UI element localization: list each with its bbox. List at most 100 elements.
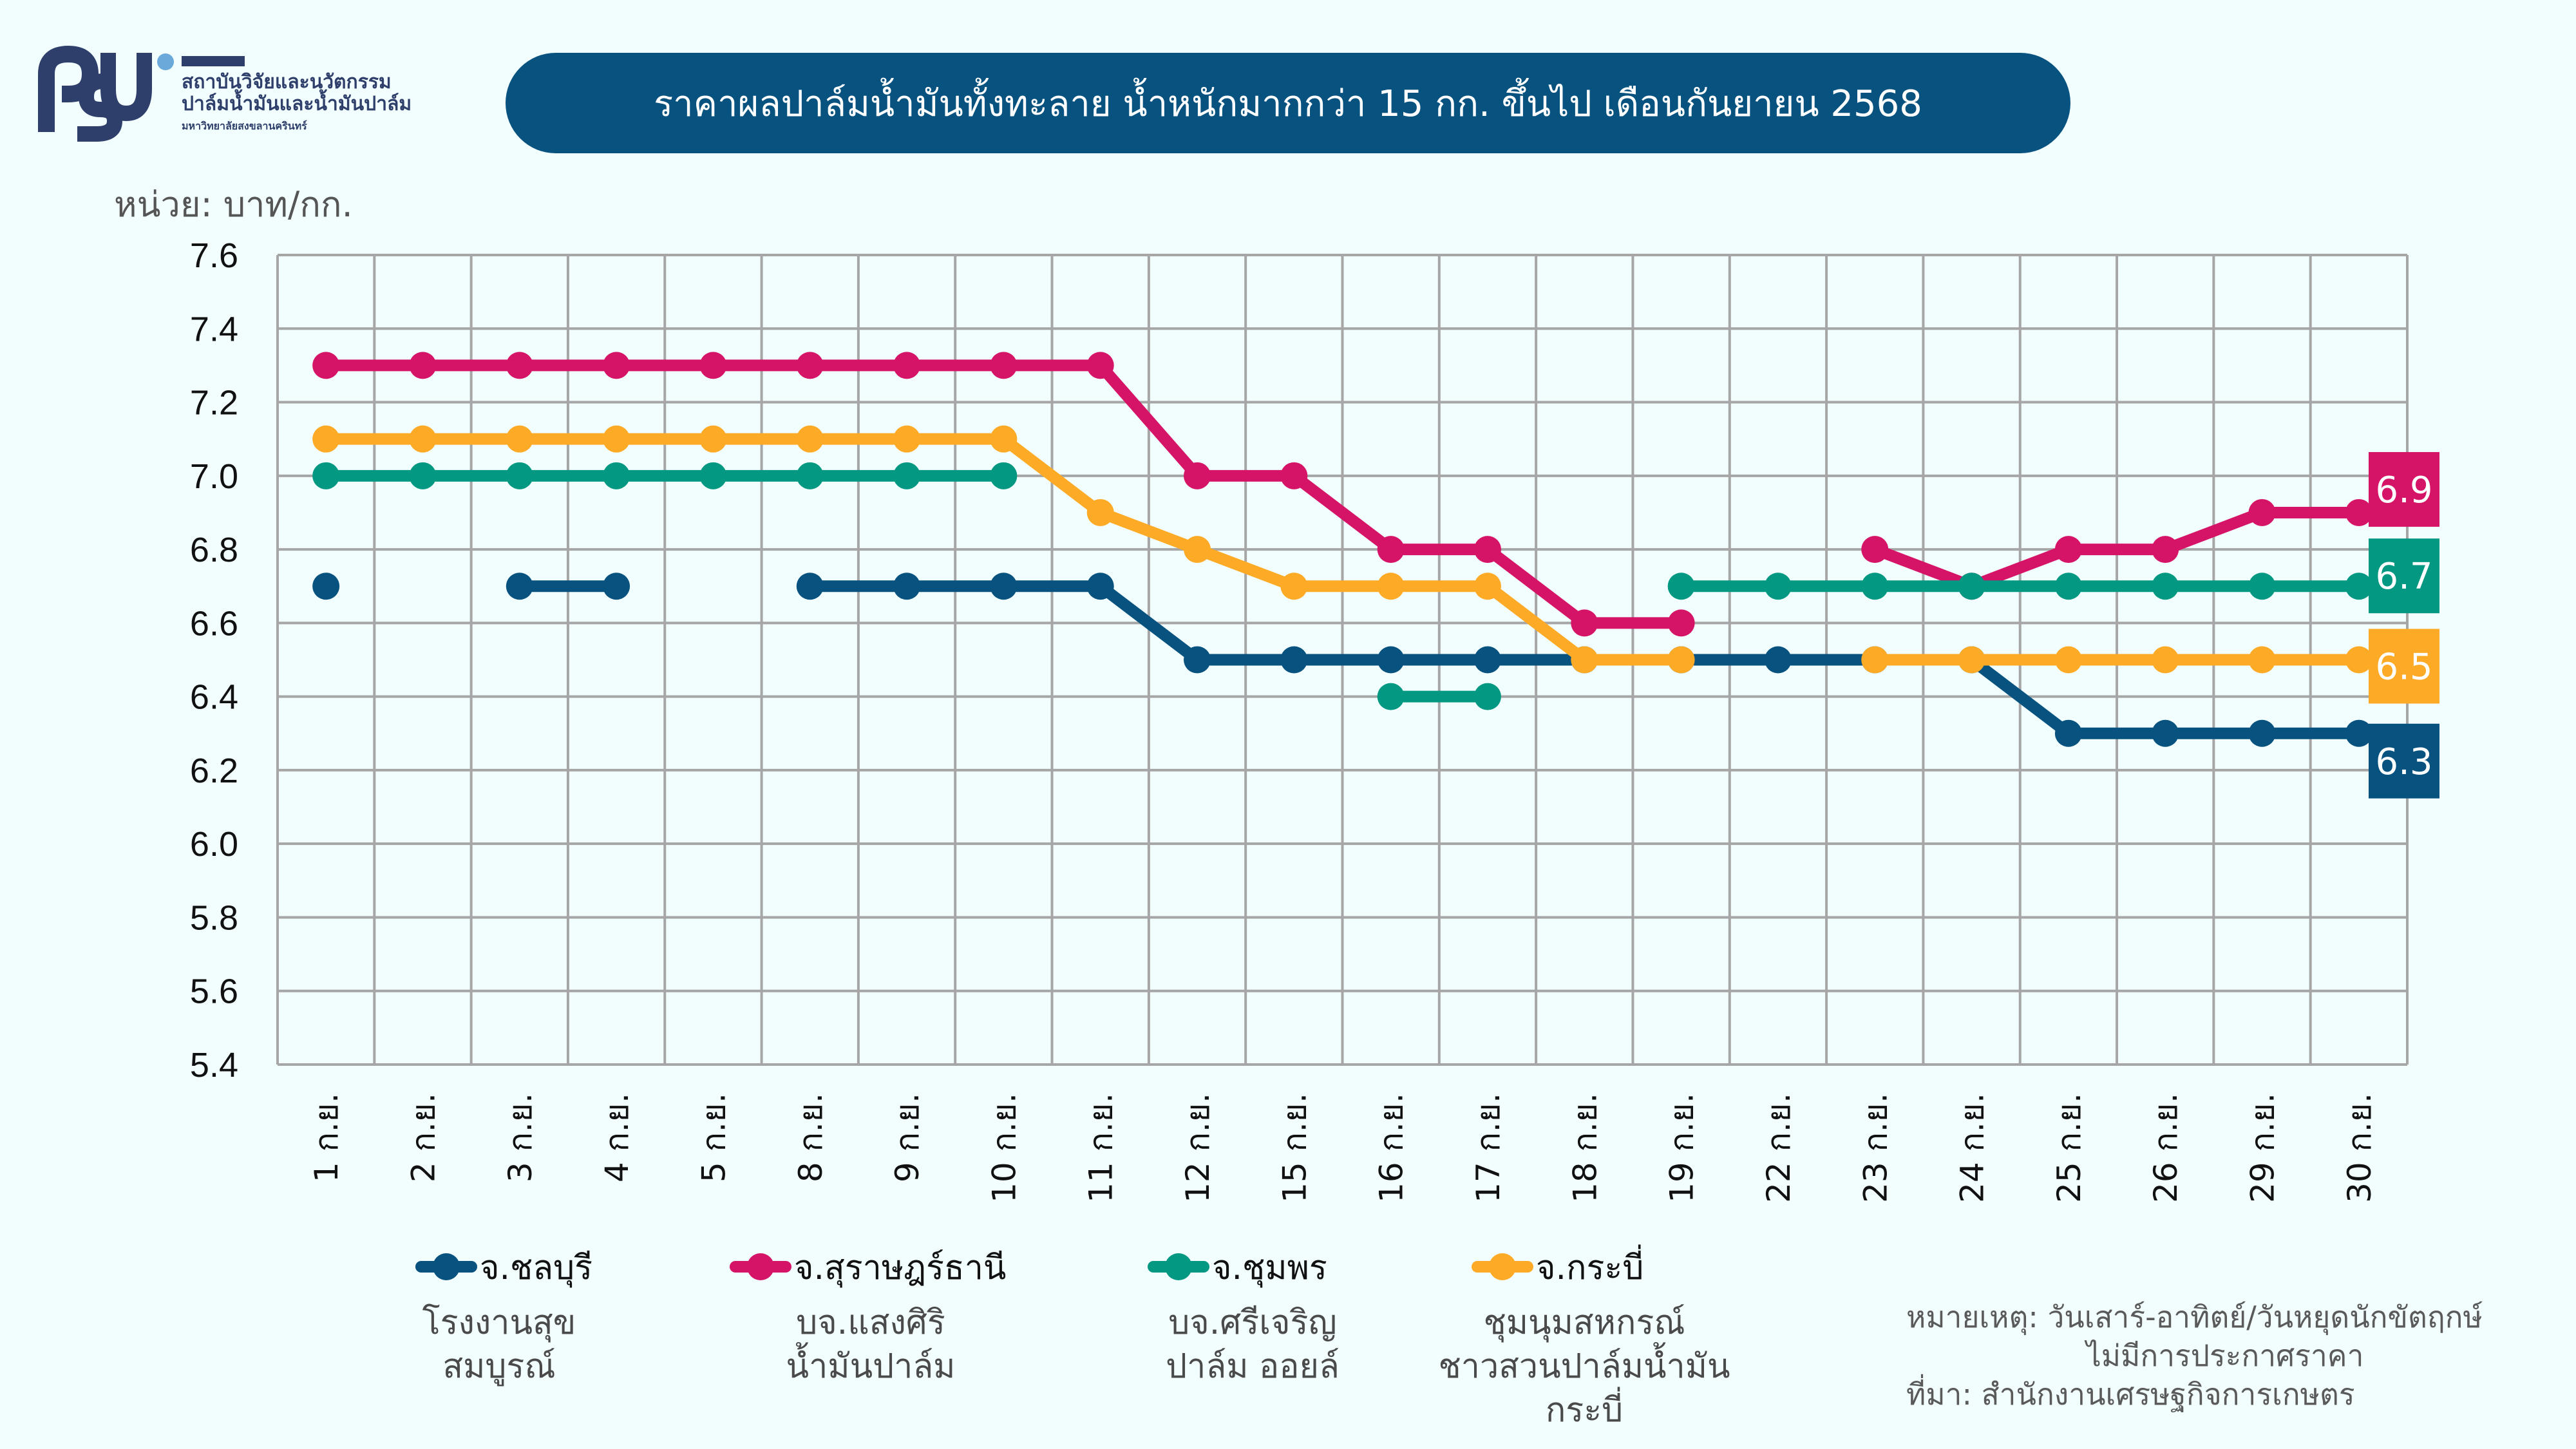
- end-value-label: 6.5: [2375, 647, 2432, 688]
- data-point: [603, 352, 630, 379]
- data-point: [1861, 573, 1889, 600]
- legend-label: จ.ชลบุรี: [480, 1248, 593, 1287]
- data-point: [1184, 646, 1211, 674]
- x-tick-label: 1 ก.ย.: [308, 1093, 345, 1182]
- logo-dot: [157, 53, 174, 70]
- data-point: [796, 352, 824, 379]
- x-tick-label: 2 ก.ย.: [404, 1093, 442, 1182]
- data-point: [1280, 646, 1308, 674]
- x-tick-label: 30 ก.ย.: [2341, 1093, 2378, 1203]
- data-point: [409, 462, 437, 489]
- legend-item-krabi[interactable]: จ.กระบี่: [1472, 1244, 1643, 1289]
- legend-marker-dot: [433, 1253, 460, 1280]
- end-label-box: [2369, 629, 2439, 704]
- series-line-segment: [1191, 544, 1300, 592]
- legend-source-line: กระบี่: [1545, 1391, 1624, 1430]
- data-point: [2248, 573, 2276, 600]
- data-point: [1184, 536, 1211, 564]
- data-point: [1571, 646, 1598, 674]
- legend-marker-icon: [415, 1244, 477, 1289]
- y-axis-ticks: 7.6 7.4 7.2 7.0 6.8 6.6 6.4 6.2 6.0 5.8 5.6 5.4: [190, 236, 238, 1084]
- data-point: [699, 352, 727, 379]
- data-point: [1861, 646, 1889, 674]
- series-line-segment: [1481, 544, 1591, 629]
- data-point: [409, 352, 437, 379]
- data-point: [2152, 719, 2179, 747]
- end-label-box: [2369, 723, 2439, 799]
- series-line-segment: [998, 433, 1106, 518]
- data-point: [1473, 646, 1501, 674]
- data-point: [1473, 683, 1501, 710]
- x-tick-label: 16 ก.ย.: [1373, 1093, 1410, 1203]
- data-point: [2054, 719, 2082, 747]
- x-tick-label: 12 ก.ย.: [1179, 1093, 1217, 1203]
- data-point: [2248, 498, 2276, 526]
- series-2: [312, 462, 2372, 710]
- end-label-box: [2369, 538, 2439, 614]
- data-point: [1184, 462, 1211, 489]
- legend-item-chumphon[interactable]: จ.ชุมพร: [1148, 1244, 1327, 1289]
- chart-title-banner: ราคาผลปาล์มน้ำมันทั้งทะลาย น้ำหนักมากกว่…: [506, 53, 2070, 153]
- legend-marker-icon: [730, 1244, 791, 1289]
- legend-item-chonburi[interactable]: จ.ชลบุรี: [415, 1244, 592, 1289]
- series-line-segment: [1965, 654, 2074, 739]
- legend-marker-icon: [1148, 1244, 1209, 1289]
- data-point: [893, 352, 921, 379]
- series-line-segment: [1965, 544, 2074, 592]
- series-line-segment: [1288, 469, 1397, 556]
- y-tick-label: 7.2: [190, 384, 238, 422]
- legend-source-krabi: ชุมนุมสหกรณ์ ชาวสวนปาล์มน้ำมัน กระบี่: [1438, 1301, 1730, 1432]
- data-point: [1667, 646, 1695, 674]
- legend-label: จ.สุราษฎร์ธานี: [794, 1248, 1007, 1287]
- logo-bar: [182, 56, 245, 66]
- series-3: [312, 425, 2372, 674]
- data-point: [1377, 536, 1405, 564]
- data-point: [990, 352, 1018, 379]
- data-point: [699, 462, 727, 489]
- x-tick-label: 10 ก.ย.: [985, 1093, 1023, 1203]
- legend-source-line: ปาล์ม ออยล์: [1166, 1347, 1340, 1386]
- data-point: [1086, 498, 1114, 526]
- data-point: [1571, 609, 1598, 637]
- y-tick-label: 7.0: [190, 457, 238, 496]
- data-point: [2345, 646, 2372, 674]
- series-line-segment: [1869, 544, 1978, 592]
- x-tick-label: 22 ก.ย.: [1760, 1093, 1797, 1203]
- data-point: [409, 425, 437, 453]
- data-point: [506, 425, 533, 453]
- y-tick-label: 6.0: [190, 825, 238, 864]
- data-point: [2054, 646, 2082, 674]
- legend-label: จ.กระบี่: [1536, 1248, 1644, 1287]
- data-point: [1764, 573, 1792, 600]
- data-point: [796, 573, 824, 600]
- data-point: [2054, 536, 2082, 564]
- legend-marker-icon: [1472, 1244, 1533, 1289]
- note-source: ที่มา: สำนักงานเศรษฐกิจการเกษตร: [1906, 1377, 2355, 1412]
- data-point: [1377, 646, 1405, 674]
- legend-item-surat-thani[interactable]: จ.สุราษฎร์ธานี: [730, 1244, 1006, 1289]
- data-point: [2152, 573, 2179, 600]
- series-line-segment: [1094, 580, 1204, 666]
- data-point: [893, 462, 921, 489]
- series-line-segment: [1094, 506, 1204, 556]
- x-tick-label: 15 ก.ย.: [1276, 1093, 1313, 1203]
- data-point: [1958, 646, 1985, 674]
- legend-marker-dot: [1489, 1253, 1516, 1280]
- chart-title: ราคาผลปาล์มน้ำมันทั้งทะลาย น้ำหนักมากกว่…: [654, 82, 1922, 125]
- end-value-labels: 6.3 6.9 6.7 6.5: [2369, 451, 2439, 799]
- data-point: [893, 425, 921, 453]
- data-point: [2345, 573, 2372, 600]
- y-tick-label: 5.6: [190, 972, 238, 1011]
- y-tick-label: 7.6: [190, 236, 238, 275]
- data-point: [1280, 462, 1308, 489]
- data-point: [1764, 646, 1792, 674]
- legend-label: จ.ชุมพร: [1212, 1248, 1327, 1287]
- data-point: [506, 462, 533, 489]
- x-tick-label: 26 ก.ย.: [2147, 1093, 2184, 1203]
- data-point: [2345, 498, 2372, 526]
- logo-line-1: สถาบันวิจัยและนวัตกรรม: [182, 71, 392, 93]
- footnote: หมายเหตุ: วันเสาร์-อาทิตย์/วันหยุดนักขัต…: [1906, 1298, 2544, 1414]
- logo-letter-u: [100, 53, 152, 122]
- x-tick-label: 3 ก.ย.: [502, 1093, 539, 1182]
- data-point: [796, 425, 824, 453]
